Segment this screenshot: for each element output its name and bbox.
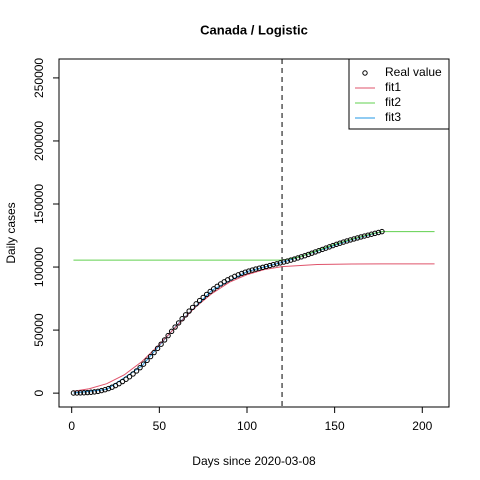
data-point [144, 357, 150, 364]
data-point [249, 267, 255, 273]
data-point [372, 230, 378, 237]
data-point [126, 374, 133, 380]
data-point [207, 288, 213, 295]
data-point [351, 236, 357, 242]
data-point [347, 237, 354, 243]
data-point [154, 345, 161, 352]
y-tick-label: 150000 [32, 184, 46, 224]
data-point [260, 264, 266, 270]
fit-line [73, 231, 383, 394]
fit-line [73, 231, 435, 261]
data-point [368, 231, 375, 237]
legend-label: fit1 [385, 80, 401, 94]
x-tick-label: 200 [412, 419, 432, 433]
legend-symbol [362, 70, 368, 76]
y-tick-label: 200000 [32, 121, 46, 161]
chart-title: Canada / Logistic [200, 22, 308, 37]
data-point [284, 258, 291, 264]
data-point [84, 389, 91, 396]
data-point [77, 390, 84, 396]
data-point [161, 337, 168, 343]
y-tick-label: 50000 [32, 313, 46, 347]
data-point [256, 265, 262, 271]
data-point [263, 263, 269, 270]
x-tick-label: 100 [237, 419, 257, 433]
data-point [358, 234, 364, 240]
data-point [274, 261, 280, 267]
data-point [242, 269, 248, 275]
data-point [165, 332, 171, 339]
data-point [288, 257, 294, 263]
data-point [379, 228, 385, 235]
data-point [375, 229, 382, 236]
data-point [267, 262, 273, 269]
data-point [95, 388, 101, 395]
data-point [140, 361, 147, 367]
data-point [168, 328, 175, 335]
data-point [98, 387, 105, 394]
data-point [70, 390, 77, 396]
plot-frame [58, 58, 450, 408]
data-point [189, 304, 196, 311]
data-point [182, 312, 189, 318]
fit-line [73, 263, 435, 392]
data-point [210, 286, 217, 292]
data-point [130, 371, 136, 377]
data-point [340, 239, 347, 245]
data-point [74, 390, 80, 396]
x-tick-label: 150 [325, 419, 345, 433]
y-tick-label: 100000 [32, 247, 46, 287]
data-point [246, 268, 252, 274]
data-point [179, 316, 185, 322]
data-point [91, 389, 98, 395]
data-point [158, 341, 164, 347]
data-point [196, 297, 203, 304]
data-point [214, 283, 220, 290]
legend-label: Real value [385, 65, 442, 79]
data-point [361, 233, 368, 239]
data-point [193, 301, 199, 307]
data-point [295, 255, 301, 261]
data-point [133, 368, 140, 374]
data-point [253, 266, 259, 272]
data-point [88, 389, 94, 395]
x-axis-label: Days since 2020-03-08 [192, 454, 316, 468]
data-point [203, 291, 210, 298]
data-point [102, 387, 108, 393]
legend-label: fit3 [385, 110, 401, 124]
legend-label: fit2 [385, 95, 401, 109]
y-tick-label: 250000 [32, 58, 46, 98]
y-axis-label: Daily cases [4, 202, 18, 263]
data-point [281, 259, 287, 265]
data-point [123, 376, 129, 382]
data-point [365, 232, 371, 238]
y-tick-label: 0 [32, 389, 46, 396]
data-point [337, 240, 343, 246]
data-point [186, 308, 192, 314]
data-point [175, 320, 182, 326]
data-point [137, 364, 143, 371]
data-point [298, 254, 305, 260]
data-point [333, 241, 340, 248]
data-point [200, 294, 206, 301]
data-point [147, 353, 154, 360]
data-point [151, 349, 157, 356]
data-point [81, 390, 87, 396]
data-point [270, 261, 276, 268]
data-point [172, 324, 178, 330]
data-point [291, 256, 298, 262]
data-point [344, 238, 350, 244]
x-tick-label: 0 [68, 419, 75, 433]
data-point [354, 235, 361, 241]
x-tick-label: 50 [153, 419, 167, 433]
data-point [277, 260, 283, 266]
